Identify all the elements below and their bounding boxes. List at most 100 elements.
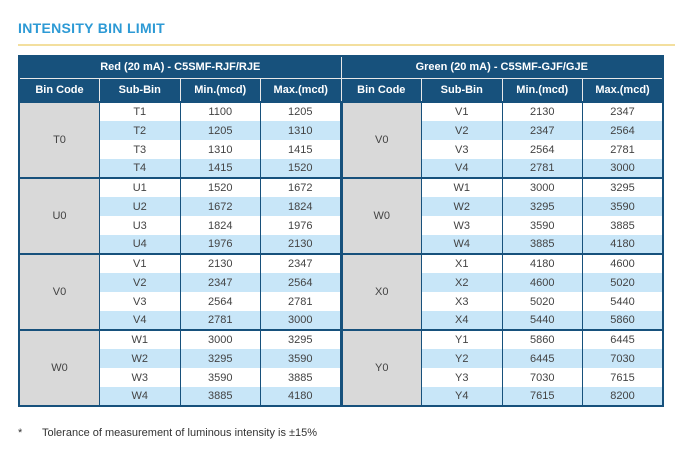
green-min-mcd-cell: 6445 xyxy=(501,349,584,368)
red-min-mcd-cell: 3000 xyxy=(179,329,261,349)
table-row: W0 W1 3000 3295 Y0 Y1 5860 6445 xyxy=(18,329,664,407)
title-underline xyxy=(18,44,675,46)
green-sub-bin-cell: Y3 xyxy=(421,368,503,387)
green-sub-bin-cell: Y1 xyxy=(421,329,503,349)
red-max-mcd-cell: 1976 xyxy=(260,216,342,235)
red-sub-bin-cell: T2 xyxy=(99,121,181,140)
red-min-mcd-cell: 1976 xyxy=(179,235,261,254)
green-sub-bin-cell: V2 xyxy=(421,121,503,140)
red-min-mcd-cell: 1205 xyxy=(179,121,261,140)
red-min-mcd-cell: 1672 xyxy=(179,197,261,216)
red-max-mcd-cell: 3000 xyxy=(260,311,342,330)
green-sub-bin-cell: W3 xyxy=(421,216,503,235)
green-sub-bin-cell: Y4 xyxy=(421,387,503,406)
table-row: U4 1976 2130 W4 3885 4180 xyxy=(19,235,664,254)
green-min-mcd-cell: 2130 xyxy=(501,101,584,121)
red-max-mcd-cell: 1520 xyxy=(260,159,342,178)
green-max-mcd-cell: 5860 xyxy=(582,311,664,330)
green-max-mcd-cell: 5440 xyxy=(582,292,664,311)
green-min-mcd-cell: 2781 xyxy=(501,159,584,178)
red-max-mcd-cell: 3885 xyxy=(260,368,342,387)
red-min-mcd-cell: 3295 xyxy=(179,349,261,368)
red-column-header-max-mcd: Max.(mcd) xyxy=(260,77,342,103)
red-max-mcd-cell: 2130 xyxy=(260,235,342,254)
table-row: T0 T1 1100 1205 V0 V1 2130 2347 xyxy=(18,101,664,179)
red-max-mcd-cell: 4180 xyxy=(260,387,342,406)
green-sub-bin-cell: X4 xyxy=(421,311,503,330)
green-max-mcd-cell: 4600 xyxy=(582,253,664,273)
table-row: V0 V1 2130 2347 X0 X1 4180 4600 xyxy=(18,253,664,331)
red-min-mcd-cell: 1100 xyxy=(179,101,261,121)
red-sub-bin-cell: U4 xyxy=(99,235,181,254)
red-max-mcd-cell: 2781 xyxy=(260,292,342,311)
green-min-mcd-cell: 3885 xyxy=(501,235,584,254)
red-max-mcd-cell: 1415 xyxy=(260,140,342,159)
table-row: V4 2781 3000 X4 5440 5860 xyxy=(19,311,664,330)
red-min-mcd-cell: 1520 xyxy=(179,177,261,197)
red-min-mcd-cell: 2347 xyxy=(179,273,261,292)
green-bin-code-cell: Y0 xyxy=(339,329,423,407)
green-max-mcd-cell: 3885 xyxy=(582,216,664,235)
page-title: INTENSITY BIN LIMIT xyxy=(18,20,165,36)
green-sub-bin-cell: V3 xyxy=(421,140,503,159)
red-min-mcd-cell: 3590 xyxy=(179,368,261,387)
footnote-text: Tolerance of measurement of luminous int… xyxy=(42,427,318,439)
red-max-mcd-cell: 2347 xyxy=(260,253,342,273)
red-max-mcd-cell: 1824 xyxy=(260,197,342,216)
red-max-mcd-cell: 3295 xyxy=(260,329,342,349)
green-min-mcd-cell: 3000 xyxy=(501,177,584,197)
green-max-mcd-cell: 7615 xyxy=(582,368,664,387)
red-min-mcd-cell: 2130 xyxy=(179,253,261,273)
green-min-mcd-cell: 2564 xyxy=(501,140,584,159)
green-min-mcd-cell: 7030 xyxy=(501,368,584,387)
red-sub-bin-cell: U1 xyxy=(99,177,181,197)
green-sub-bin-cell: X3 xyxy=(421,292,503,311)
red-sub-bin-cell: T3 xyxy=(99,140,181,159)
red-min-mcd-cell: 2781 xyxy=(179,311,261,330)
intensity-bin-table: Red (20 mA) - C5SMF-RJF/RJE Green (20 mA… xyxy=(18,55,665,407)
green-sub-bin-cell: Y2 xyxy=(421,349,503,368)
red-sub-bin-cell: V2 xyxy=(99,273,181,292)
red-sub-bin-cell: T1 xyxy=(99,101,181,121)
green-table-title: Green (20 mA) - C5SMF-GJF/GJE xyxy=(340,55,664,79)
red-sub-bin-cell: V3 xyxy=(99,292,181,311)
green-max-mcd-cell: 5020 xyxy=(582,273,664,292)
green-max-mcd-cell: 3295 xyxy=(582,177,664,197)
green-min-mcd-cell: 5020 xyxy=(501,292,584,311)
red-min-mcd-cell: 1310 xyxy=(179,140,261,159)
green-max-mcd-cell: 2564 xyxy=(582,121,664,140)
green-column-header-min-mcd: Min.(mcd) xyxy=(501,77,584,103)
green-min-mcd-cell: 5860 xyxy=(501,329,584,349)
red-column-header-sub-bin: Sub-Bin xyxy=(99,77,181,103)
red-sub-bin-cell: U2 xyxy=(99,197,181,216)
table-row: U0 U1 1520 1672 W0 W1 3000 3295 xyxy=(18,177,664,255)
green-min-mcd-cell: 2347 xyxy=(501,121,584,140)
table-row: W3 3590 3885 Y3 7030 7615 xyxy=(19,368,664,387)
green-sub-bin-cell: V1 xyxy=(421,101,503,121)
green-min-mcd-cell: 7615 xyxy=(501,387,584,406)
green-sub-bin-cell: X2 xyxy=(421,273,503,292)
table-row: U2 1672 1824 W2 3295 3590 xyxy=(19,197,664,216)
table-row: W4 3885 4180 Y4 7615 8200 xyxy=(19,387,664,406)
red-sub-bin-cell: U3 xyxy=(99,216,181,235)
red-sub-bin-cell: W3 xyxy=(99,368,181,387)
red-min-mcd-cell: 2564 xyxy=(179,292,261,311)
red-sub-bin-cell: W4 xyxy=(99,387,181,406)
green-max-mcd-cell: 8200 xyxy=(582,387,664,406)
green-min-mcd-cell: 4180 xyxy=(501,253,584,273)
table-row: T3 1310 1415 V3 2564 2781 xyxy=(19,140,664,159)
red-max-mcd-cell: 1310 xyxy=(260,121,342,140)
red-max-mcd-cell: 1205 xyxy=(260,101,342,121)
green-column-header-sub-bin: Sub-Bin xyxy=(421,77,503,103)
green-max-mcd-cell: 6445 xyxy=(582,329,664,349)
green-max-mcd-cell: 2781 xyxy=(582,140,664,159)
product-band-row: Red (20 mA) - C5SMF-RJF/RJE Green (20 mA… xyxy=(18,55,664,79)
green-sub-bin-cell: W1 xyxy=(421,177,503,197)
footnote: * Tolerance of measurement of luminous i… xyxy=(18,427,317,439)
green-sub-bin-cell: X1 xyxy=(421,253,503,273)
green-bin-code-cell: W0 xyxy=(339,177,423,255)
green-min-mcd-cell: 5440 xyxy=(501,311,584,330)
green-bin-code-cell: V0 xyxy=(339,101,423,179)
red-table-title: Red (20 mA) - C5SMF-RJF/RJE xyxy=(18,55,342,79)
red-sub-bin-cell: V4 xyxy=(99,311,181,330)
